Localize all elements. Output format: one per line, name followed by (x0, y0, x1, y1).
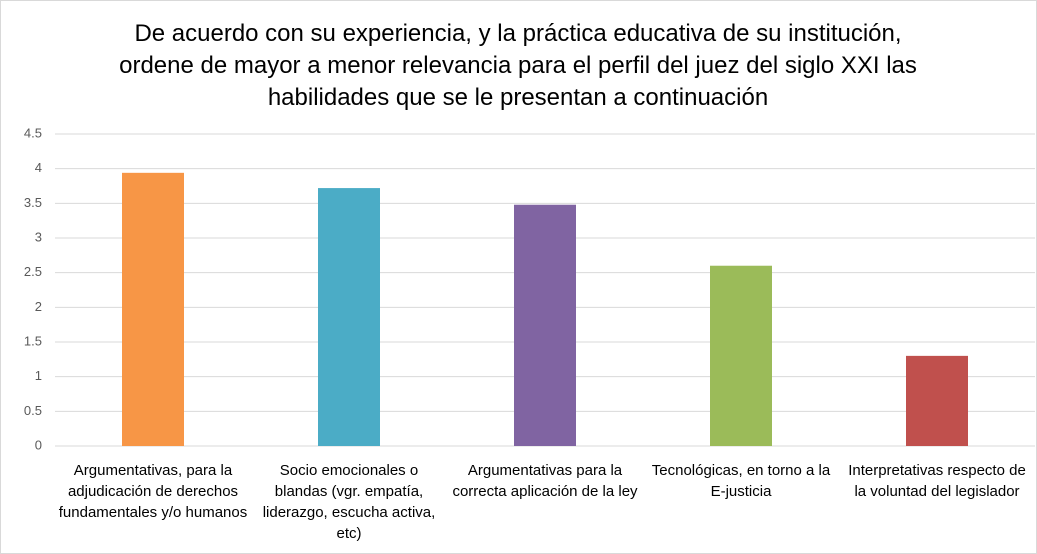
bar (514, 204, 576, 446)
bar (122, 172, 184, 446)
x-tick-label: Tecnológicas, en torno a la E-justicia (651, 462, 831, 500)
y-tick-label: 0 (35, 437, 42, 452)
bar (906, 355, 968, 446)
y-tick-label: 2.5 (24, 264, 42, 279)
x-tick-label: Argumentativas, para la adjudicación de … (58, 462, 248, 521)
y-tick-label: 2 (35, 299, 42, 314)
y-tick-label: 3 (35, 229, 42, 244)
y-tick-label: 0.5 (24, 403, 42, 418)
y-tick-label: 1.5 (24, 333, 42, 348)
y-tick-label: 4.5 (24, 125, 42, 140)
x-tick-label: Argumentativas para la correcta aplicaci… (452, 462, 638, 500)
y-tick-label: 3.5 (24, 195, 42, 210)
bar (710, 265, 772, 446)
y-tick-label: 1 (35, 368, 42, 383)
x-tick-label: Interpretativas respecto de la voluntad … (848, 462, 1026, 500)
y-tick-label: 4 (35, 160, 42, 175)
x-tick-label: Socio emocionales o blandas (vgr. empatí… (262, 462, 436, 542)
chart-title: De acuerdo con su experiencia, y la prác… (119, 20, 917, 111)
bar (318, 188, 380, 446)
